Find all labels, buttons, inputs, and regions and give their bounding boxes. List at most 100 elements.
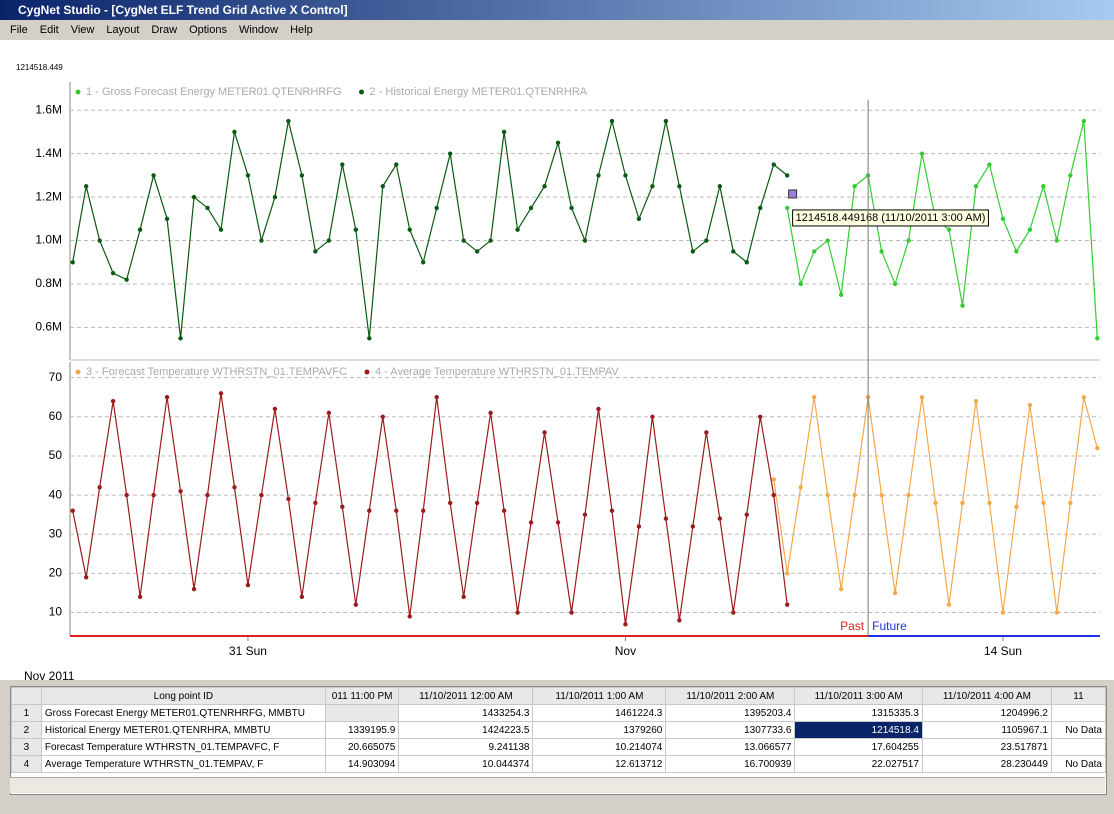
data-point: [488, 411, 492, 415]
data-point: [461, 238, 465, 242]
grid-cell[interactable]: 11/10/2011 3:00 AM: [795, 688, 923, 705]
grid-cell[interactable]: 28.230449: [922, 756, 1051, 773]
grid-cell[interactable]: Forecast Temperature WTHRSTN_01.TEMPAVFC…: [41, 739, 325, 756]
data-point: [893, 282, 897, 286]
grid-cell[interactable]: 1315335.3: [795, 705, 923, 722]
data-point: [718, 184, 722, 188]
grid-cell[interactable]: 1424223.5: [399, 722, 533, 739]
grid-cell[interactable]: [325, 705, 398, 722]
data-point: [151, 173, 155, 177]
menu-item[interactable]: Edit: [40, 24, 59, 36]
data-point: [745, 512, 749, 516]
grid-cell[interactable]: 10.044374: [399, 756, 533, 773]
data-point: [610, 509, 614, 513]
data-point: [812, 395, 816, 399]
grid-cell[interactable]: 3: [12, 739, 42, 756]
data-point: [556, 520, 560, 524]
data-point: [799, 282, 803, 286]
data-point: [219, 391, 223, 395]
data-point: [596, 407, 600, 411]
data-point: [852, 493, 856, 497]
data-point: [623, 622, 627, 626]
data-point: [879, 249, 883, 253]
grid-cell[interactable]: 12.613712: [533, 756, 666, 773]
grid-cell[interactable]: [12, 688, 42, 705]
data-point: [839, 587, 843, 591]
grid-cell[interactable]: 1307733.6: [666, 722, 795, 739]
data-point: [799, 485, 803, 489]
data-point: [259, 238, 263, 242]
grid-cell[interactable]: 1204996.2: [922, 705, 1051, 722]
grid-cell[interactable]: No Data: [1051, 722, 1105, 739]
grid-cell[interactable]: 11/10/2011 1:00 AM: [533, 688, 666, 705]
tooltip-text: 1214518.449168 (11/10/2011 3:00 AM): [796, 212, 986, 224]
grid-cell[interactable]: 1433254.3: [399, 705, 533, 722]
readout: 1214518.449: [16, 63, 63, 72]
data-point: [825, 238, 829, 242]
grid-cell[interactable]: 1: [12, 705, 42, 722]
horizontal-scrollbar[interactable]: [10, 777, 1105, 793]
data-point: [596, 173, 600, 177]
grid-cell[interactable]: 1395203.4: [666, 705, 795, 722]
data-point: [758, 415, 762, 419]
title-bar: CygNet Studio - [CygNet ELF Trend Grid A…: [0, 0, 1114, 20]
data-point: [704, 238, 708, 242]
grid-cell[interactable]: 11/10/2011 12:00 AM: [399, 688, 533, 705]
menu-item[interactable]: View: [71, 24, 95, 36]
grid-cell[interactable]: Historical Energy METER01.QTENRHRA, MMBT…: [41, 722, 325, 739]
data-point: [731, 249, 735, 253]
data-point: [960, 501, 964, 505]
grid-cell[interactable]: No Data: [1051, 756, 1105, 773]
grid-cell[interactable]: Average Temperature WTHRSTN_01.TEMPAV, F: [41, 756, 325, 773]
data-point: [259, 493, 263, 497]
menu-bar: File Edit View Layout Draw Options Window Help: [0, 20, 1114, 40]
data-point: [947, 227, 951, 231]
data-point: [381, 184, 385, 188]
menu-item[interactable]: Help: [290, 24, 313, 36]
grid-cell[interactable]: 11: [1051, 688, 1105, 705]
grid-cell[interactable]: 011 11:00 PM: [325, 688, 398, 705]
grid-cell[interactable]: 11/10/2011 4:00 AM: [922, 688, 1051, 705]
grid-cell[interactable]: 10.214074: [533, 739, 666, 756]
grid-cell[interactable]: 1339195.9: [325, 722, 398, 739]
data-point: [677, 184, 681, 188]
menu-item[interactable]: File: [10, 24, 28, 36]
grid-cell[interactable]: 13.066577: [666, 739, 795, 756]
grid-cell[interactable]: 4: [12, 756, 42, 773]
grid-cell[interactable]: 1461224.3: [533, 705, 666, 722]
grid-cell[interactable]: 17.604255: [795, 739, 923, 756]
data-point: [947, 602, 951, 606]
grid-cell[interactable]: 9.241138: [399, 739, 533, 756]
x-tick-label: Nov: [615, 644, 636, 658]
data-point: [205, 493, 209, 497]
data-point: [920, 395, 924, 399]
data-point: [381, 415, 385, 419]
grid-cell[interactable]: 16.700939: [666, 756, 795, 773]
menu-item[interactable]: Draw: [151, 24, 177, 36]
grid-cell[interactable]: 1105967.1: [922, 722, 1051, 739]
data-point: [974, 399, 978, 403]
grid-cell[interactable]: 22.027517: [795, 756, 923, 773]
data-point: [583, 512, 587, 516]
legend-label: 4 - Average Temperature WTHRSTN_01.TEMPA…: [375, 366, 619, 378]
menu-item[interactable]: Options: [189, 24, 227, 36]
menu-item[interactable]: Layout: [106, 24, 139, 36]
menu-item[interactable]: Window: [239, 24, 278, 36]
grid-cell[interactable]: 2: [12, 722, 42, 739]
grid-cell[interactable]: 1379260: [533, 722, 666, 739]
grid-cell[interactable]: Long point ID: [41, 688, 325, 705]
grid-cell[interactable]: 14.903094: [325, 756, 398, 773]
grid-cell[interactable]: 1214518.4: [795, 722, 923, 739]
grid-cell[interactable]: 23.517871: [922, 739, 1051, 756]
data-point: [84, 184, 88, 188]
data-point: [448, 501, 452, 505]
data-point: [178, 489, 182, 493]
grid-cell[interactable]: Gross Forecast Energy METER01.QTENRHRFG,…: [41, 705, 325, 722]
data-point: [1001, 610, 1005, 614]
data-point: [785, 602, 789, 606]
data-point: [138, 595, 142, 599]
grid-cell[interactable]: [1051, 705, 1105, 722]
grid-cell[interactable]: 11/10/2011 2:00 AM: [666, 688, 795, 705]
grid-cell[interactable]: 20.665075: [325, 739, 398, 756]
grid-cell[interactable]: [1051, 739, 1105, 756]
